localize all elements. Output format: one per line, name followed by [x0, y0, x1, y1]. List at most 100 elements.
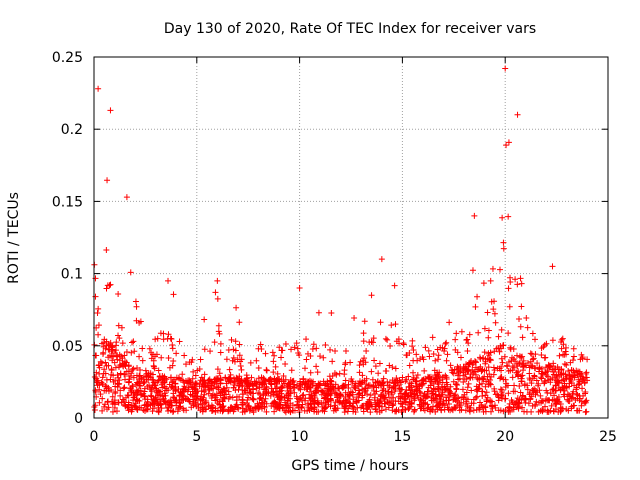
data-point [517, 323, 524, 330]
data-point [315, 408, 322, 415]
data-point [322, 342, 329, 349]
data-point [367, 409, 374, 416]
data-point [201, 371, 208, 378]
data-point [419, 377, 426, 384]
data-point [165, 407, 172, 414]
x-tick-labels: 0 5 10 15 20 25 [90, 429, 617, 445]
data-point [104, 282, 111, 289]
data-point [479, 388, 486, 395]
data-point [172, 380, 179, 387]
data-point [228, 404, 235, 411]
data-point [112, 388, 119, 395]
data-point [513, 352, 520, 359]
data-point [332, 348, 339, 355]
data-point [194, 388, 201, 395]
data-point [190, 368, 197, 375]
data-point [289, 402, 296, 409]
data-point [495, 333, 502, 340]
data-point [384, 382, 391, 389]
data-point [505, 139, 512, 146]
data-point [476, 354, 483, 361]
data-point [516, 359, 523, 366]
data-point [414, 392, 421, 399]
data-point [327, 383, 334, 390]
data-point [550, 386, 557, 393]
data-point [509, 363, 516, 370]
data-point [263, 408, 270, 415]
data-point [303, 356, 310, 363]
data-point [191, 385, 198, 392]
data-point [333, 390, 340, 397]
data-point [209, 404, 216, 411]
data-point [105, 404, 112, 411]
data-point [226, 393, 233, 400]
data-point [348, 378, 355, 385]
data-point [134, 364, 141, 371]
data-point [465, 340, 472, 347]
data-point [568, 395, 575, 402]
data-point [538, 375, 545, 382]
data-point [216, 330, 223, 337]
data-point [468, 387, 475, 394]
data-point [163, 376, 170, 383]
data-point [374, 379, 381, 386]
data-point [453, 330, 460, 337]
data-point [177, 403, 184, 410]
data-point [488, 408, 495, 415]
data-point [533, 389, 540, 396]
data-point [327, 403, 334, 410]
data-point [524, 386, 531, 393]
data-point [463, 376, 470, 383]
data-point [109, 357, 116, 364]
data-point [108, 366, 115, 373]
data-point [516, 353, 523, 360]
data-point [537, 392, 544, 399]
data-point [372, 363, 379, 370]
data-point [225, 347, 232, 354]
data-point [347, 388, 354, 395]
data-point [564, 396, 571, 403]
data-point [416, 401, 423, 408]
data-point [499, 359, 506, 366]
data-point [244, 396, 251, 403]
data-point [471, 212, 478, 219]
data-point [530, 355, 537, 362]
data-point [150, 396, 157, 403]
data-point [225, 388, 232, 395]
data-point [464, 396, 471, 403]
data-point [311, 397, 318, 404]
data-point [447, 383, 454, 390]
data-point [102, 370, 109, 377]
data-point [149, 382, 156, 389]
data-point [212, 289, 219, 296]
data-point [430, 351, 437, 358]
data-point [561, 361, 568, 368]
data-point [110, 372, 117, 379]
chart-title: Day 130 of 2020, Rate Of TEC Index for r… [164, 21, 536, 37]
data-point [197, 397, 204, 404]
data-point [169, 408, 176, 415]
data-point [363, 347, 370, 354]
data-point [550, 371, 557, 378]
data-point [297, 395, 304, 402]
data-point [117, 371, 124, 378]
data-point [427, 408, 434, 415]
data-point [566, 392, 573, 399]
data-point [109, 393, 116, 400]
data-point [270, 358, 277, 365]
data-point [544, 389, 551, 396]
data-point [498, 367, 505, 374]
data-point [153, 387, 160, 394]
data-point [500, 408, 507, 415]
data-point [542, 364, 549, 371]
data-point [398, 386, 405, 393]
data-point [469, 267, 476, 274]
data-point [529, 330, 536, 337]
data-point [497, 343, 504, 350]
data-point [376, 399, 383, 406]
data-point [142, 367, 149, 374]
data-point [129, 366, 136, 373]
data-point [568, 367, 575, 374]
data-point [553, 387, 560, 394]
data-point [99, 374, 106, 381]
